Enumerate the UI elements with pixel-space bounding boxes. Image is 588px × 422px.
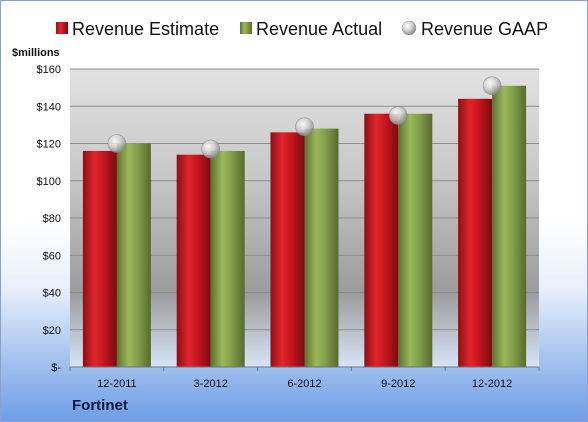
y-tick-label: $140	[37, 101, 61, 113]
x-tick-label: 6-2012	[287, 378, 321, 390]
x-tick-label: 3-2012	[194, 378, 228, 390]
y-tick-label: $160	[37, 64, 61, 76]
marker-revenue-gaap	[295, 117, 314, 137]
x-tick-label: 12-2011	[97, 378, 137, 390]
bar-revenue-estimate	[364, 113, 399, 367]
bar-revenue-estimate	[82, 150, 117, 367]
y-axis-ticks: $- $20 $40 $60 $80 $100 $120 $140 $160	[37, 64, 62, 374]
bar-revenue-actual	[492, 85, 527, 367]
gaap-markers	[107, 76, 502, 159]
y-tick-label: $20	[43, 325, 61, 337]
marker-revenue-gaap	[388, 106, 408, 125]
bar-revenue-actual	[116, 143, 151, 367]
y-tick-label: $80	[43, 213, 61, 225]
marker-revenue-gaap	[482, 76, 502, 96]
bar-revenue-actual	[304, 128, 339, 367]
y-tick-label: $100	[37, 176, 61, 188]
legend-label-estimate: Revenue Estimate	[72, 19, 219, 39]
bar-revenue-estimate	[270, 132, 305, 367]
bar-revenue-estimate	[176, 154, 211, 367]
bar-marks	[82, 85, 527, 368]
chart-legend: Revenue Estimate Revenue Actual Revenue …	[56, 19, 548, 39]
x-tick-label: 9-2012	[381, 378, 415, 390]
legend-swatch-gaap	[401, 20, 417, 36]
bar-revenue-actual	[210, 150, 245, 367]
legend-label-actual: Revenue Actual	[256, 19, 382, 39]
y-tick-label: $120	[37, 139, 61, 151]
bar-revenue-estimate	[458, 98, 493, 368]
y-tick-label: $60	[43, 250, 61, 262]
legend-swatch-estimate	[56, 22, 68, 34]
marker-revenue-gaap	[107, 134, 127, 153]
legend-swatch-actual	[240, 22, 252, 34]
y-axis-unit-label: $millions	[12, 47, 60, 59]
y-tick-label: $-	[51, 362, 61, 374]
company-name: Fortinet	[72, 397, 128, 414]
marker-revenue-gaap	[201, 139, 220, 159]
x-tick-label: 12-2012	[472, 378, 512, 390]
x-axis-ticks: 12-2011 3-2012 6-2012 9-2012 12-2012	[69, 367, 540, 390]
bar-revenue-actual	[398, 113, 433, 367]
legend-label-gaap: Revenue GAAP	[421, 19, 548, 39]
y-tick-label: $40	[43, 288, 61, 300]
